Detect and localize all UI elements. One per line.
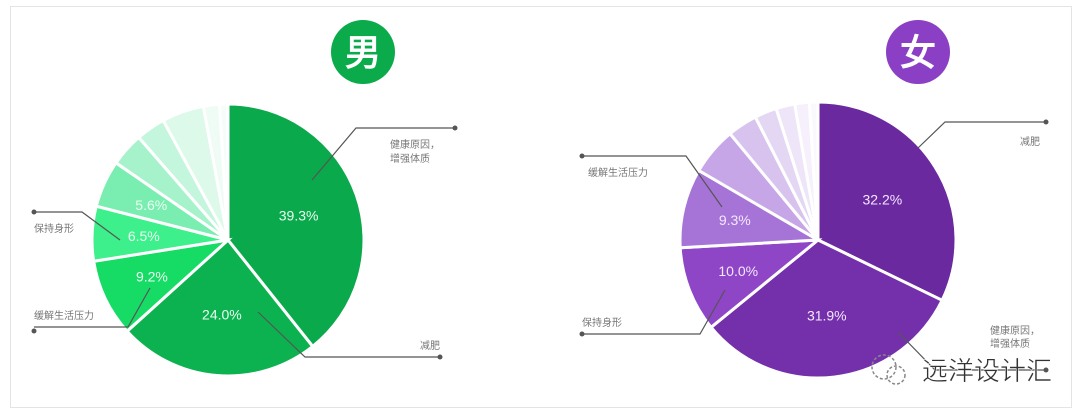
title-badge (886, 20, 950, 84)
slice-category-label: 健康原因， (990, 324, 1040, 337)
leader-dot (579, 331, 585, 337)
leader-line (582, 289, 726, 335)
watermark: 远洋设计汇 (871, 354, 1052, 387)
chart-title: 男 (345, 33, 381, 74)
wechat-icon (886, 365, 906, 385)
slice-category-label: 缓解生活压力 (588, 166, 648, 179)
leader-dot (1043, 367, 1049, 373)
leader-line (917, 121, 1046, 149)
slice-category-label: 增强体质 (390, 152, 430, 165)
slice-category-label: 健康原因， (390, 138, 440, 151)
leader-dot (579, 153, 585, 159)
leader-dot (31, 209, 37, 215)
slice-value-label: 10.0% (718, 263, 758, 279)
pie-slice (807, 100, 820, 241)
slice-value-label: 24.0% (202, 307, 242, 323)
leader-line (897, 331, 1046, 371)
pie-slice (678, 168, 824, 250)
slice-value-label: 31.9% (807, 307, 847, 323)
slice-category-label: 保持身形 (582, 316, 622, 329)
slice-category-label: 缓解生活压力 (34, 309, 94, 322)
slice-value-label: 32.2% (862, 192, 902, 208)
watermark-text: 远洋设计汇 (922, 357, 1052, 387)
slice-category-label: 减肥 (1020, 136, 1040, 148)
leader-dot (437, 354, 443, 360)
pie-slice (226, 102, 366, 349)
pie-slice (816, 100, 958, 303)
pie-slice (217, 102, 230, 241)
leader-line (34, 287, 151, 328)
pie-slice (709, 238, 945, 380)
leader-dot (31, 328, 37, 334)
slice-value-label: 6.5% (128, 228, 160, 244)
slice-category-label: 增强体质 (990, 337, 1030, 350)
leader-line (257, 311, 440, 358)
title-badge (331, 20, 395, 84)
leader-line (582, 155, 723, 208)
slice-category-label: 减肥 (420, 340, 440, 352)
chart-frame (10, 6, 1072, 408)
wechat-icon (871, 354, 897, 380)
leader-dot (452, 125, 458, 131)
leader-line (34, 211, 121, 241)
slice-value-label: 5.6% (135, 197, 167, 213)
pie-slice (678, 238, 823, 330)
slice-value-label: 39.3% (279, 207, 319, 223)
pie-slice (125, 237, 315, 378)
slice-category-label: 保持身形 (34, 222, 74, 235)
leader-dot (1043, 119, 1049, 125)
leader-line (311, 127, 455, 181)
slice-value-label: 9.3% (719, 212, 751, 228)
slice-value-label: 9.2% (136, 268, 168, 284)
pie-slice (91, 237, 233, 334)
chart-title: 女 (900, 33, 936, 74)
